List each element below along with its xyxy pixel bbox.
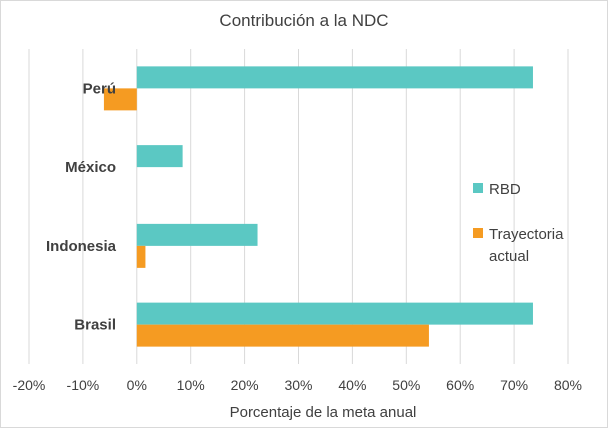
legend: RBD Trayectoria actual <box>473 181 564 265</box>
bar-rbd-2 <box>136 145 183 168</box>
legend-label-trayectoria-actual: Trayectoria actual <box>489 226 564 265</box>
x-tick-label-0: -20% <box>13 377 46 393</box>
legend-label-rbd: RBD <box>489 181 521 198</box>
bar-trayectoria-actual-0 <box>136 324 429 347</box>
x-tick-label-9: 70% <box>500 377 528 393</box>
legend-swatch-trayectoria-actual <box>473 228 483 238</box>
x-tick-label-8: 60% <box>446 377 474 393</box>
bar-rbd-0 <box>136 302 533 325</box>
x-tick-label-2: 0% <box>127 377 147 393</box>
x-tick-label-1: -10% <box>67 377 100 393</box>
bar-rbd-3 <box>136 66 533 89</box>
bar-rbd-1 <box>136 223 258 246</box>
x-tick-label-10: 80% <box>554 377 582 393</box>
bar-trayectoria-actual-1 <box>136 245 146 268</box>
category-labels: Brasil Indonesia México Perú <box>46 80 117 333</box>
legend-swatch-rbd <box>473 183 483 193</box>
chart-title: Contribución a la NDC <box>219 11 388 30</box>
x-tick-label-6: 40% <box>338 377 366 393</box>
x-tick-labels: -20% -10% 0% 10% 20% 30% 40% 50% 60% 70% 80% <box>13 377 582 393</box>
category-label-1: Indonesia <box>46 238 117 255</box>
category-label-2: México <box>65 159 116 176</box>
x-tick-label-5: 30% <box>284 377 312 393</box>
category-label-0: Brasil <box>74 317 116 334</box>
x-axis-title: Porcentaje de la meta anual <box>230 404 417 421</box>
bars <box>103 66 533 347</box>
x-tick-label-4: 20% <box>231 377 259 393</box>
x-tick-label-3: 10% <box>177 377 205 393</box>
bar-trayectoria-actual-3 <box>103 88 137 111</box>
x-tick-label-7: 50% <box>392 377 420 393</box>
category-label-3: Perú <box>83 80 116 97</box>
